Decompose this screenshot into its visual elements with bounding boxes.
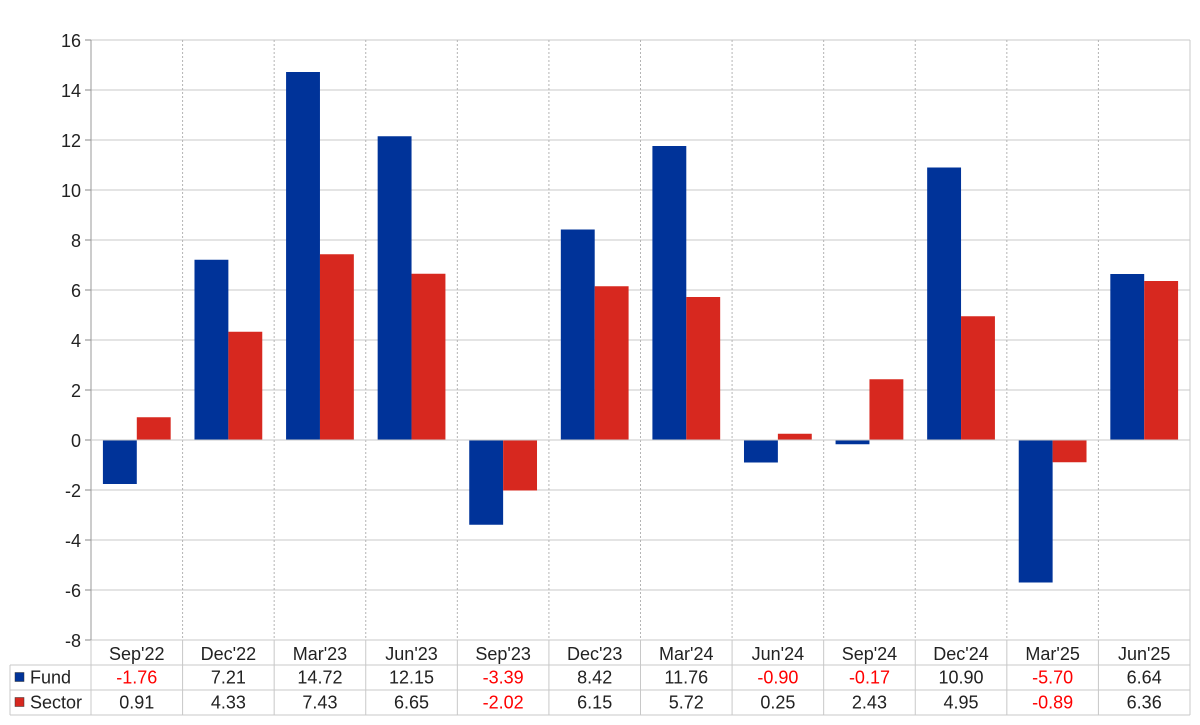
bar-sector bbox=[228, 331, 263, 440]
bar-fund bbox=[743, 440, 778, 463]
y-tick-label: -8 bbox=[65, 631, 81, 651]
y-tick-label: 4 bbox=[71, 331, 81, 351]
x-tick-label: Sep'22 bbox=[109, 644, 165, 664]
data-label-fund: -0.17 bbox=[849, 668, 890, 688]
data-label-fund: 7.21 bbox=[211, 668, 246, 688]
data-label-sector: -2.02 bbox=[483, 693, 524, 713]
x-tick-label: Jun'23 bbox=[385, 644, 437, 664]
y-tick-label: 8 bbox=[71, 231, 81, 251]
data-label-fund: -3.39 bbox=[483, 668, 524, 688]
legend-label-fund: Fund bbox=[30, 668, 71, 688]
bar-fund bbox=[927, 167, 962, 440]
bar-sector bbox=[869, 379, 904, 440]
y-tick-label: -6 bbox=[65, 581, 81, 601]
bar-sector bbox=[503, 440, 538, 491]
x-tick-label: Dec'23 bbox=[567, 644, 622, 664]
bar-fund bbox=[194, 259, 229, 440]
data-label-fund: -5.70 bbox=[1032, 668, 1073, 688]
x-tick-label: Mar'25 bbox=[1025, 644, 1079, 664]
x-tick-label: Mar'24 bbox=[659, 644, 713, 664]
y-tick-label: 16 bbox=[61, 31, 81, 51]
bar-fund bbox=[1110, 274, 1145, 440]
data-label-sector: 2.43 bbox=[852, 693, 887, 713]
data-label-fund: 6.64 bbox=[1127, 668, 1162, 688]
x-tick-label: Jun'24 bbox=[752, 644, 804, 664]
bar-fund bbox=[102, 440, 137, 484]
bar-sector bbox=[686, 297, 721, 440]
data-label-sector: 5.72 bbox=[669, 693, 704, 713]
legend-swatch-sector bbox=[14, 697, 25, 707]
y-tick-label: -4 bbox=[65, 531, 81, 551]
x-tick-label: Sep'24 bbox=[842, 644, 898, 664]
bar-fund bbox=[652, 146, 687, 440]
bar-fund bbox=[560, 229, 595, 440]
data-label-sector: -0.89 bbox=[1032, 693, 1073, 713]
y-tick-label: 10 bbox=[61, 181, 81, 201]
data-label-fund: -0.90 bbox=[757, 668, 798, 688]
bar-fund bbox=[1018, 440, 1053, 583]
x-tick-label: Jun'25 bbox=[1118, 644, 1170, 664]
legend-swatch-fund bbox=[14, 672, 25, 682]
data-label-sector: 6.36 bbox=[1127, 693, 1162, 713]
bar-fund bbox=[469, 440, 504, 525]
data-label-fund: 11.76 bbox=[664, 668, 708, 688]
data-label-fund: 12.15 bbox=[389, 668, 434, 688]
bar-sector bbox=[1144, 281, 1179, 440]
data-label-sector: 0.91 bbox=[119, 693, 154, 713]
bar-sector bbox=[136, 417, 171, 440]
y-tick-label: 2 bbox=[71, 381, 81, 401]
bar-fund bbox=[286, 72, 320, 440]
bar-fund bbox=[377, 136, 412, 440]
data-label-fund: -1.76 bbox=[116, 668, 157, 688]
data-label-sector: 6.15 bbox=[577, 693, 612, 713]
data-label-sector: 4.95 bbox=[944, 693, 979, 713]
x-tick-label: Sep'23 bbox=[475, 644, 531, 664]
bar-sector bbox=[1052, 440, 1087, 463]
bar-fund bbox=[835, 440, 870, 445]
data-label-sector: 7.43 bbox=[302, 693, 337, 713]
y-tick-label: 0 bbox=[71, 431, 81, 451]
x-tick-label: Dec'24 bbox=[933, 644, 988, 664]
data-label-fund: 10.90 bbox=[939, 668, 984, 688]
data-label-sector: 0.25 bbox=[760, 693, 795, 713]
bar-sector bbox=[777, 433, 812, 440]
y-tick-label: 6 bbox=[71, 281, 81, 301]
bar-sector bbox=[961, 316, 995, 440]
data-label-sector: 4.33 bbox=[211, 693, 246, 713]
bar-sector bbox=[594, 286, 629, 440]
x-tick-label: Dec'22 bbox=[201, 644, 256, 664]
y-tick-label: -2 bbox=[65, 481, 81, 501]
data-label-sector: 6.65 bbox=[394, 693, 429, 713]
y-tick-label: 12 bbox=[61, 131, 81, 151]
data-label-fund: 14.72 bbox=[297, 668, 342, 688]
data-label-fund: 8.42 bbox=[577, 668, 612, 688]
bar-sector bbox=[319, 254, 354, 440]
x-tick-label: Mar'23 bbox=[293, 644, 347, 664]
y-tick-label: 14 bbox=[61, 81, 81, 101]
legend-label-sector: Sector bbox=[30, 693, 82, 713]
bar-sector bbox=[411, 273, 446, 440]
